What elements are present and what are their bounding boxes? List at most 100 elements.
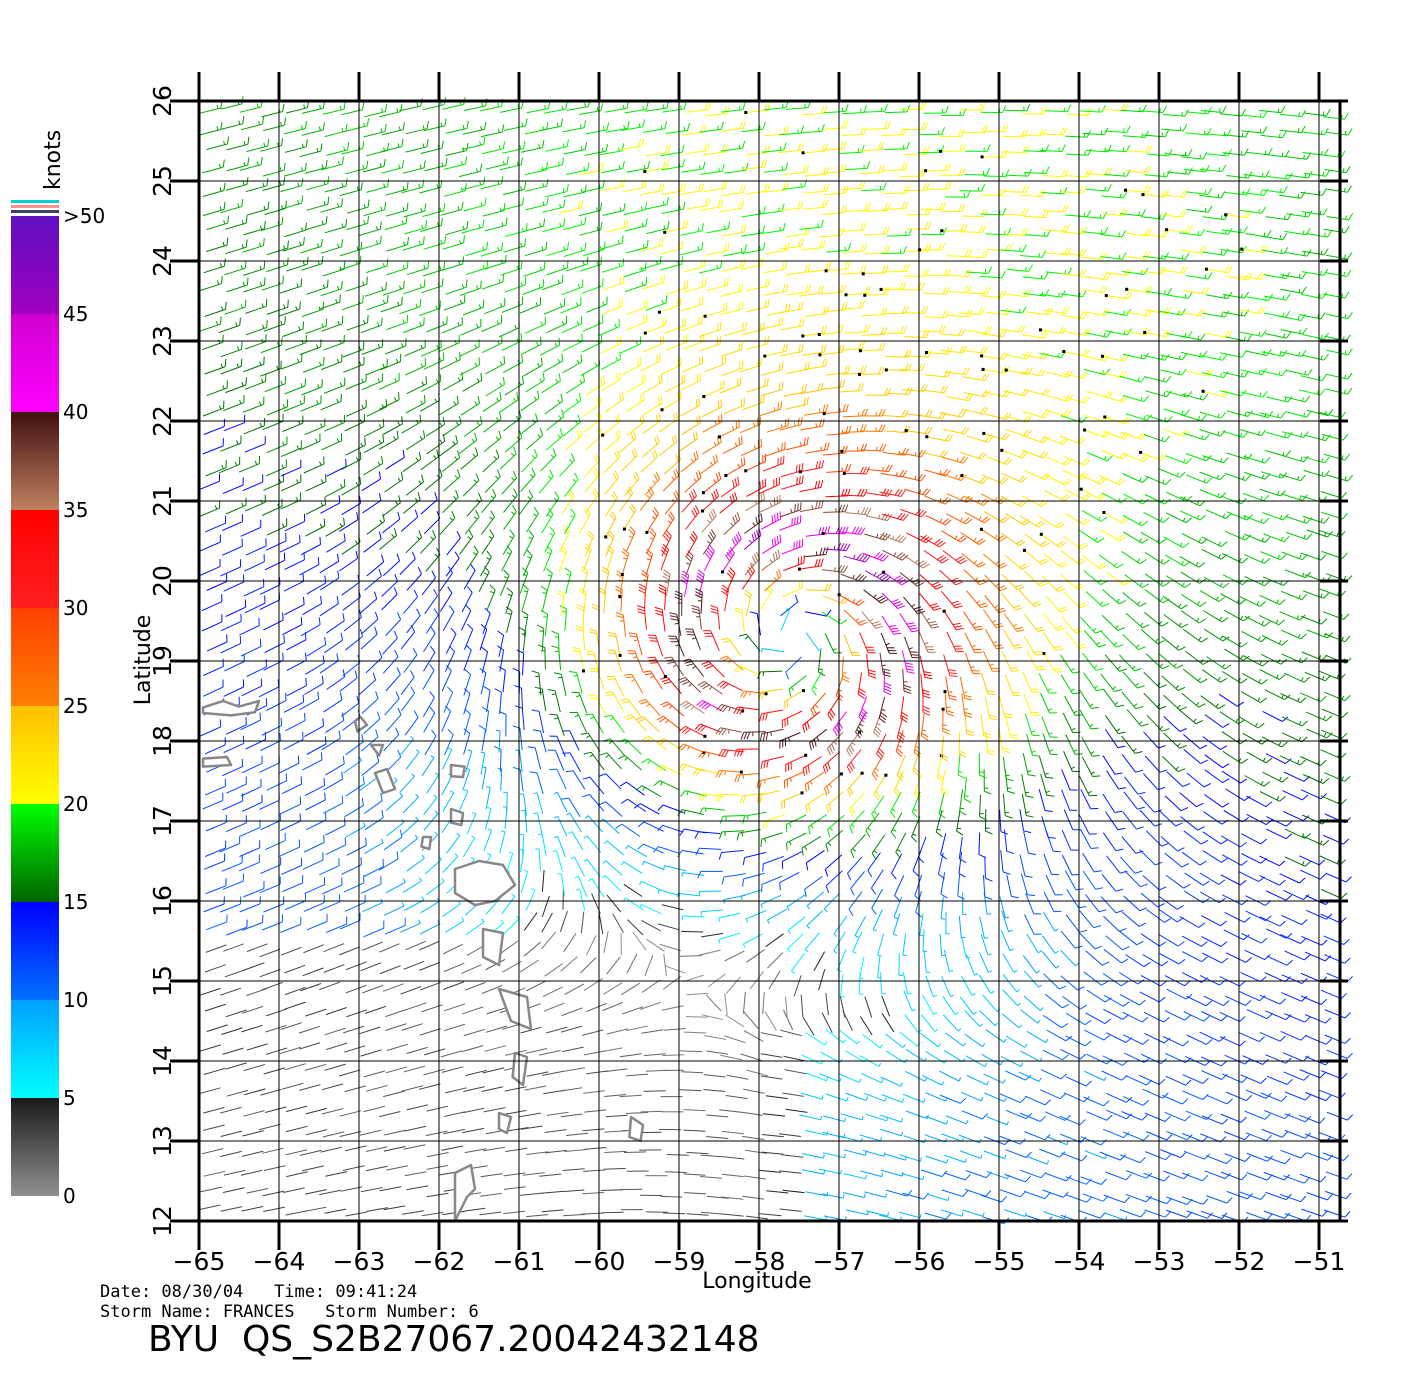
wind-barb <box>1282 1052 1310 1062</box>
wind-barb <box>800 1092 824 1100</box>
wind-barb <box>683 1109 706 1112</box>
wind-barb <box>1159 934 1185 947</box>
wind-barb <box>299 1149 322 1156</box>
wind-barb <box>1043 891 1062 913</box>
wind-barb <box>400 986 422 995</box>
wind-barb <box>1201 952 1229 964</box>
wind-barb <box>1063 1092 1090 1103</box>
wind-barb <box>880 1076 903 1087</box>
wind-barb <box>383 1146 406 1152</box>
wind-barb <box>721 1130 744 1135</box>
wind-barb <box>401 1210 424 1215</box>
wind-barb <box>359 1026 381 1035</box>
wind-barb <box>1264 1155 1291 1165</box>
wind-barb <box>520 1125 543 1130</box>
wind-barb <box>1065 1035 1092 1047</box>
wind-barb <box>793 975 802 997</box>
wind-barb <box>999 896 1010 919</box>
wind-barb <box>619 1053 642 1058</box>
wind-barb <box>220 987 242 996</box>
wind-barb <box>603 931 609 953</box>
wind-barb <box>760 894 782 909</box>
wind-barb <box>802 1016 815 1036</box>
lat-tick-label: 15 <box>148 965 177 997</box>
wind-barb <box>560 956 578 972</box>
wind-barb <box>698 890 722 896</box>
wind-barb <box>1105 1171 1132 1181</box>
wind-barb <box>1062 995 1088 1010</box>
wind-barb <box>243 1110 265 1117</box>
wind-barb <box>365 1005 387 1014</box>
wind-barb <box>742 1135 765 1140</box>
wind-barb <box>762 992 765 1015</box>
wind-barb <box>263 1206 285 1212</box>
wind-barb <box>325 1007 347 1016</box>
wind-barb <box>441 1066 464 1073</box>
wind-barb <box>626 1025 649 1032</box>
colorbar: knots 0 5 10 15 20 25 30 35 40 45 >50 <box>11 130 105 1208</box>
wind-barb <box>243 1088 266 1096</box>
wind-barb <box>259 968 281 978</box>
wind-barb <box>864 1191 888 1198</box>
wind-barb <box>419 940 440 951</box>
wind-barb <box>1123 895 1147 912</box>
wind-barb <box>657 923 680 931</box>
wind-barb <box>941 976 955 998</box>
wind-barb <box>724 950 745 962</box>
wind-barb <box>877 955 882 979</box>
wind-barb <box>684 1192 707 1195</box>
wind-barb <box>706 1114 729 1118</box>
wind-barb <box>787 933 804 953</box>
wind-barb <box>225 1009 247 1018</box>
wind-barb <box>1283 889 1310 901</box>
wind-barb <box>1205 1155 1233 1165</box>
wind-barb <box>745 910 767 923</box>
wind-barb <box>479 1192 502 1197</box>
wind-barb <box>1264 1110 1291 1120</box>
wind-barb <box>345 984 367 994</box>
wind-barb <box>246 1188 269 1194</box>
wind-barb <box>663 865 687 872</box>
wind-barb <box>426 878 445 896</box>
wind-barb <box>339 946 360 956</box>
wind-barb <box>379 1186 402 1192</box>
wind-barb <box>240 1169 263 1176</box>
wind-barb <box>1301 935 1328 946</box>
wind-barb <box>1265 1010 1292 1021</box>
wind-barb <box>1279 1193 1307 1203</box>
wind-barb <box>359 1129 382 1136</box>
wind-barb <box>893 896 903 920</box>
lon-tick-label: −52 <box>1213 1247 1266 1276</box>
wind-barb <box>463 1028 486 1037</box>
wind-barb <box>541 912 553 933</box>
wind-barb <box>300 983 322 992</box>
wind-barb <box>1018 1071 1042 1082</box>
wind-barb <box>721 1196 744 1200</box>
wind-barb <box>223 943 244 952</box>
wind-barb <box>321 1108 344 1115</box>
wind-barb <box>405 940 426 951</box>
wind-barb <box>1041 951 1060 969</box>
wind-barb <box>345 1211 368 1217</box>
lat-tick-label: 24 <box>148 245 177 277</box>
wind-barb <box>742 1195 765 1200</box>
wind-barb <box>324 1027 346 1036</box>
wind-barb <box>1065 1194 1093 1203</box>
wind-barb <box>1103 994 1130 1007</box>
wind-barb <box>346 1009 368 1018</box>
wind-barb <box>872 909 883 932</box>
wind-barb <box>683 1129 706 1132</box>
wind-barb <box>461 964 482 975</box>
wind-barb <box>1166 988 1193 1000</box>
wind-barb <box>321 877 343 895</box>
wind-barb <box>1026 1030 1049 1044</box>
wind-barb <box>378 851 399 871</box>
wind-barb <box>1079 910 1102 929</box>
wind-barb <box>222 873 244 890</box>
wind-barb <box>941 1189 969 1197</box>
wind-barb <box>745 1215 768 1220</box>
wind-barb <box>318 857 340 876</box>
wind-barb <box>920 1033 941 1048</box>
wind-barb <box>225 1062 247 1070</box>
wind-barb <box>242 1130 264 1137</box>
